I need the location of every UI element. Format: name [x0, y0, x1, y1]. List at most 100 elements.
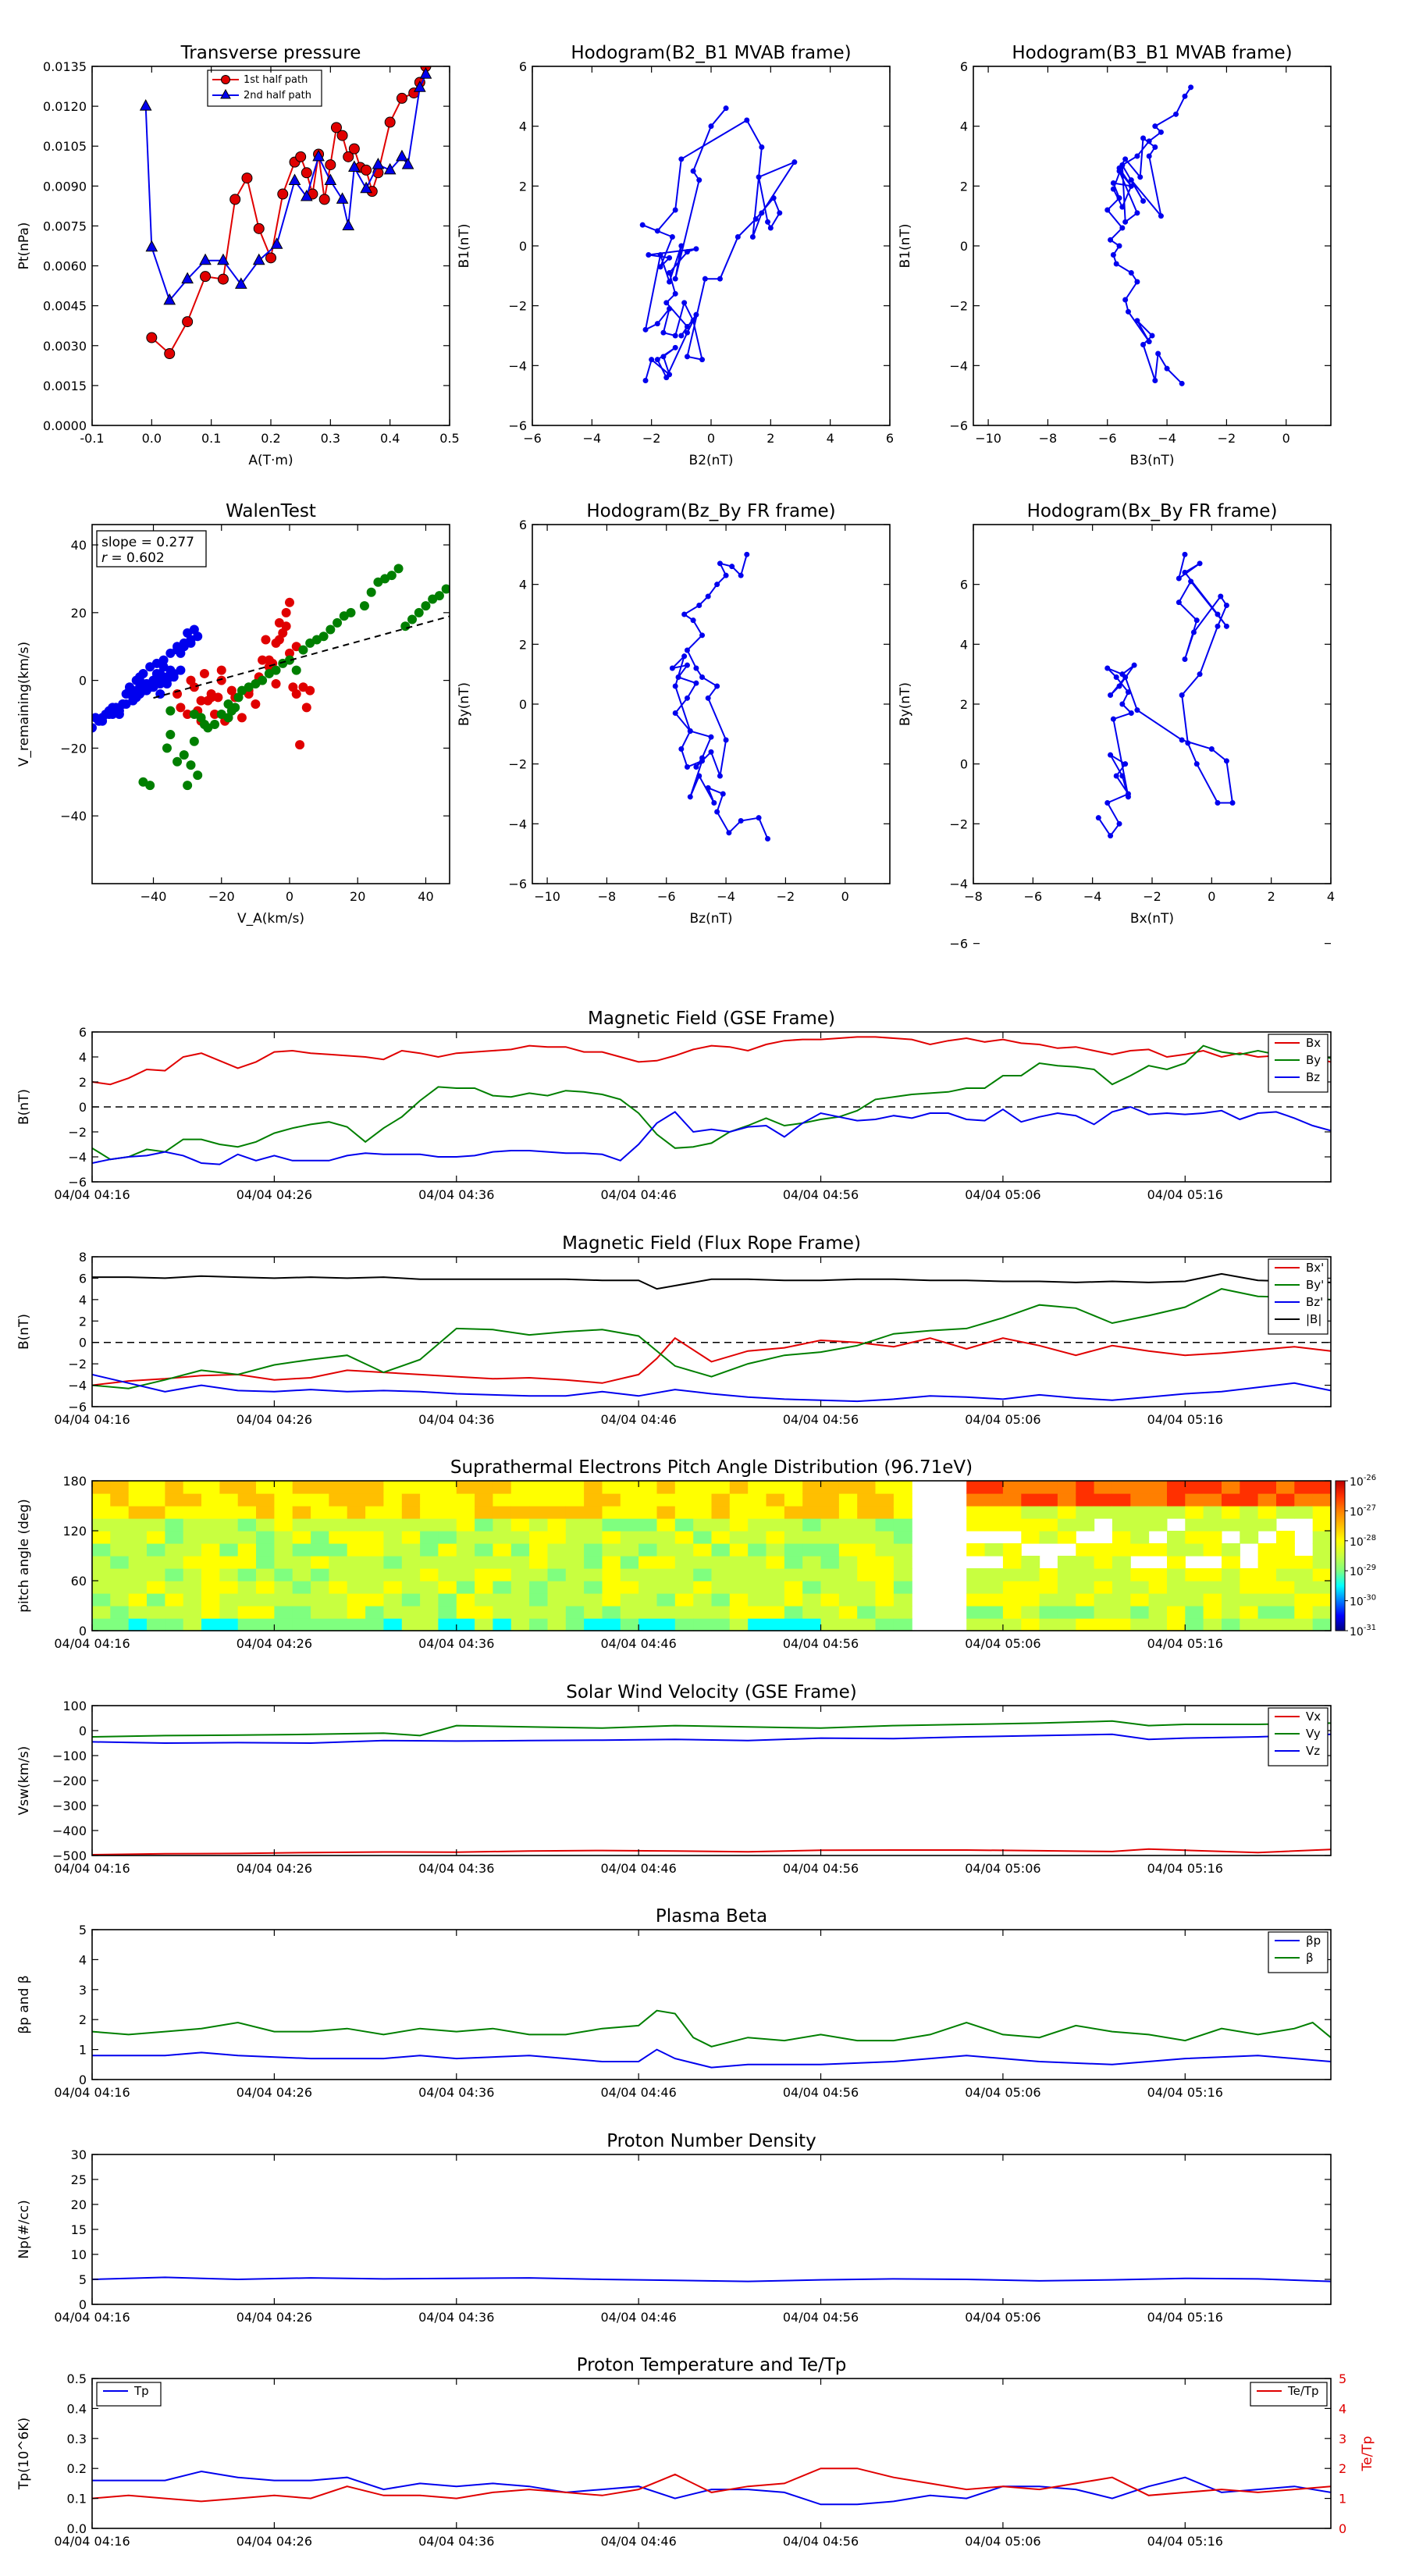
data-point [714, 683, 720, 689]
heatmap-cell [1039, 1618, 1058, 1631]
y-tick-label: 0.0000 [43, 418, 87, 433]
y-tick-label: 0.0060 [43, 259, 87, 274]
data-point [1149, 333, 1155, 339]
heatmap-cell [183, 1481, 202, 1494]
data-point [752, 216, 759, 222]
data-point [265, 252, 276, 264]
heatmap-cell [1240, 1606, 1259, 1619]
heatmap-cell [784, 1531, 803, 1544]
heatmap-cell [1276, 1568, 1295, 1582]
heatmap-cell [292, 1481, 311, 1494]
x-tick-label: 4 [1327, 889, 1335, 904]
heatmap-cell [1312, 1506, 1332, 1519]
heatmap-cell [1203, 1481, 1222, 1494]
heatmap-cell [1185, 1606, 1204, 1619]
heatmap-cell [893, 1606, 912, 1619]
x-tick-label: 04/04 05:16 [1147, 2085, 1223, 2100]
data-point [305, 685, 315, 696]
chart-title: Hodogram(Bz_By FR frame) [586, 501, 835, 521]
heatmap-cell [711, 1593, 731, 1606]
series-line [92, 1336, 1331, 1386]
heatmap-cell [584, 1593, 603, 1606]
series-line [92, 1373, 1331, 1403]
heatmap-cell [656, 1493, 676, 1507]
data-point [684, 329, 690, 336]
heatmap-cell [1167, 1606, 1186, 1619]
heatmap-cell [1148, 1581, 1168, 1594]
heatmap-cell [1002, 1506, 1022, 1519]
heatmap-cell [311, 1568, 329, 1582]
heatmap-cell [128, 1481, 148, 1494]
y-tick-label: 6 [79, 1025, 87, 1040]
heatmap-cell [984, 1593, 1004, 1606]
chart-hodogram-bz-by: Hodogram(Bz_By FR frame)Bz(nT)By(nT)−10−… [457, 501, 891, 927]
heatmap-cell [201, 1506, 220, 1519]
y-tick-label: −400 [52, 1823, 87, 1838]
heatmap-cell [92, 1606, 111, 1619]
heatmap-cell [110, 1618, 130, 1631]
heatmap-cell [475, 1556, 493, 1569]
data-point [693, 665, 699, 671]
heatmap-cell [292, 1581, 311, 1594]
heatmap-cell [292, 1543, 311, 1557]
heatmap-cell [748, 1618, 767, 1631]
plot-frame [91, 2378, 1332, 2529]
heatmap-cell [1203, 1581, 1222, 1594]
legend-label: β [1306, 1951, 1314, 1965]
heatmap-cell [493, 1493, 512, 1507]
data-point [690, 617, 696, 624]
heatmap-cell [729, 1531, 749, 1544]
data-point [348, 143, 360, 155]
data-point [654, 228, 660, 234]
y-axis: −6 −4 −2 0 2 4 6 [508, 518, 890, 891]
heatmap-cell [237, 1606, 257, 1619]
heatmap-cell [420, 1506, 439, 1519]
series-line [92, 1720, 1331, 1738]
heatmap-cell [1039, 1518, 1058, 1532]
heatmap-cell [201, 1493, 220, 1507]
heatmap-cells [92, 1481, 1332, 1631]
heatmap-cell [656, 1581, 676, 1594]
data-point [1193, 761, 1200, 767]
heatmap-cell [565, 1518, 585, 1532]
heatmap-cell [438, 1556, 457, 1569]
x-tick-label: 0 [841, 889, 849, 904]
heatmap-cell [784, 1556, 803, 1569]
chart-title: Magnetic Field (Flux Rope Frame) [562, 1233, 861, 1254]
heatmap-cell [565, 1606, 585, 1619]
data-point [726, 830, 732, 836]
heatmap-cell [1276, 1606, 1295, 1619]
plot-area [92, 1036, 1331, 1165]
data-point [186, 675, 196, 685]
data-point [301, 167, 312, 179]
heatmap-cell [674, 1593, 694, 1606]
heatmap-cell [838, 1581, 858, 1594]
heatmap-cell [1222, 1518, 1240, 1532]
x-tick-label: 04/04 05:06 [965, 2085, 1040, 2100]
heatmap-cell [857, 1518, 877, 1532]
heatmap-cell [165, 1581, 184, 1594]
data-point [681, 611, 688, 617]
data-point [729, 564, 735, 570]
heatmap-cell [383, 1556, 403, 1569]
heatmap-cell [1057, 1518, 1076, 1532]
data-point [173, 756, 183, 767]
chart-proton-density: Proton Number Density Np(#/cc) 04/04 04:16… [16, 2131, 1332, 2325]
data-point [146, 332, 158, 343]
data-point [723, 737, 729, 743]
heatmap-cell [711, 1556, 731, 1569]
heatmap-cell [1185, 1493, 1204, 1507]
y-tick-label: 2 [79, 2012, 87, 2027]
data-point [1197, 671, 1203, 678]
heatmap-cell [475, 1618, 493, 1631]
x-axis-label: Bx(nT) [1130, 911, 1174, 927]
heatmap-cell [1257, 1568, 1277, 1582]
heatmap-cell [292, 1618, 311, 1631]
data-point [705, 695, 711, 701]
heatmap-cell [456, 1518, 475, 1532]
heatmap-cell [237, 1543, 257, 1557]
heatmap-cell [1112, 1618, 1131, 1631]
data-point [384, 116, 396, 128]
data-point [693, 764, 699, 770]
heatmap-cell [365, 1593, 384, 1606]
